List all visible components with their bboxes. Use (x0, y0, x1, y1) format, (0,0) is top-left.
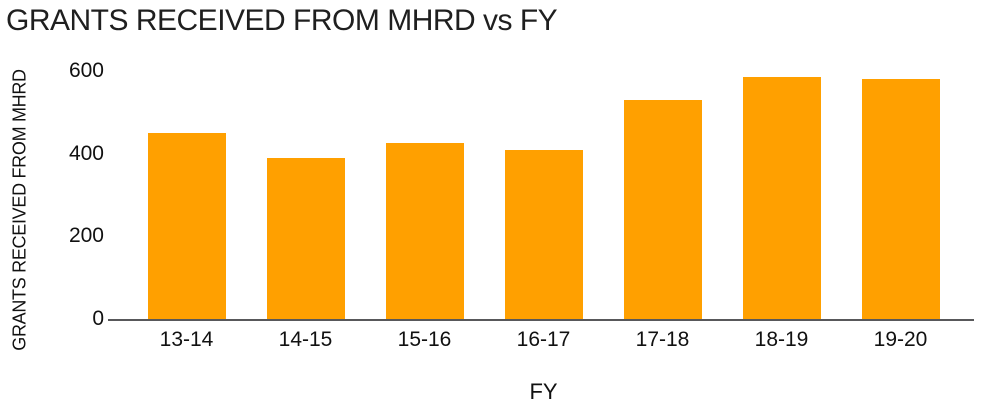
x-axis-label: FY (529, 379, 558, 404)
x-tick-label: 19-20 (873, 328, 928, 351)
bar-slot (841, 71, 960, 319)
y-tick-label: 400 (68, 141, 104, 165)
x-tick-label: 13-14 (159, 328, 214, 351)
bar-15-16 (385, 143, 464, 319)
bar-18-19 (742, 77, 821, 319)
x-tick-label: 15-16 (397, 328, 452, 351)
plot-area (127, 71, 960, 319)
x-tick-label: 17-18 (635, 328, 690, 351)
bar-17-18 (623, 99, 702, 319)
chart-title: GRANTS RECEIVED FROM MHRD vs FY (6, 4, 558, 37)
x-axis-line (108, 319, 974, 321)
bar-slot (722, 71, 841, 319)
bar-slot (365, 71, 484, 319)
x-tick-label: 14-15 (278, 328, 333, 351)
y-axis-label: GRANTS RECEIVED FROM MHRD (9, 69, 30, 351)
bar-16-17 (504, 149, 583, 319)
bar-slot (127, 71, 246, 319)
x-tick-label: 18-19 (754, 328, 809, 351)
y-tick-label: 200 (68, 224, 104, 248)
bar-19-20 (861, 79, 940, 319)
bar-slot (246, 71, 365, 319)
y-tick-label: 0 (92, 307, 104, 330)
x-tick-label: 16-17 (516, 328, 571, 351)
y-tick-label: 600 (68, 59, 104, 82)
bar-14-15 (266, 157, 345, 319)
bar-13-14 (147, 133, 226, 319)
x-axis-ticks: 13-14 14-15 15-16 16-17 17-18 18-19 19-20 (127, 328, 960, 352)
bar-slot (484, 71, 603, 319)
bar-slot (603, 71, 722, 319)
